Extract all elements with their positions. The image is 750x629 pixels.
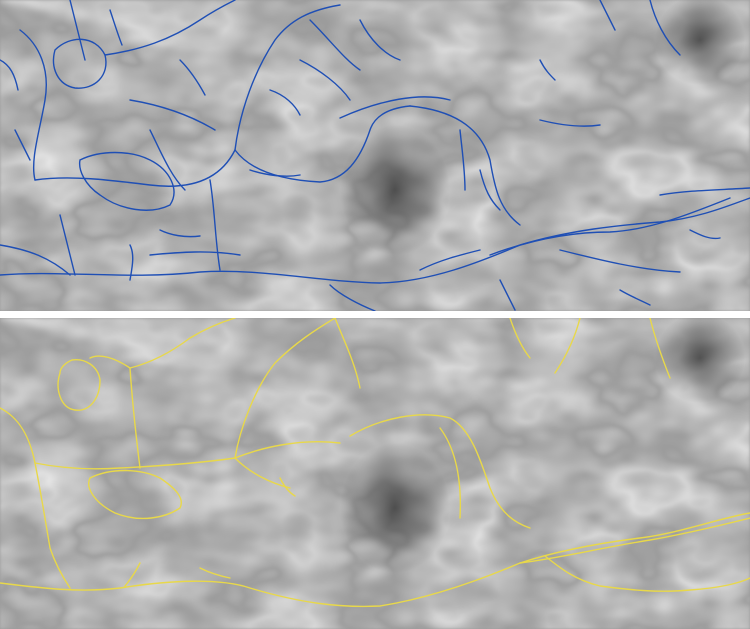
ridge-line — [559, 249, 681, 273]
ridge-line — [649, 0, 681, 56]
ridge-line — [659, 187, 750, 196]
ridge-line — [78, 151, 175, 211]
ridge-line — [129, 244, 134, 281]
bottom-panel-simplified-network — [0, 318, 750, 629]
ridge-line — [34, 462, 71, 589]
ridge-line — [334, 318, 361, 389]
ridge-line — [439, 427, 462, 519]
ridge-line — [88, 469, 182, 520]
ridge-line — [234, 4, 341, 151]
ridge-line — [69, 0, 86, 61]
ridge-line — [129, 318, 236, 369]
ridge-line — [409, 105, 521, 226]
ridge-line — [34, 457, 236, 470]
ridge-line — [14, 129, 31, 161]
dark-region — [340, 443, 450, 573]
ridge-line — [0, 59, 19, 91]
ridge-line — [339, 96, 451, 119]
ridge-line — [19, 29, 47, 181]
ridge-line — [57, 359, 101, 411]
blue-ridge-lines — [0, 0, 750, 311]
ridge-line — [599, 0, 616, 31]
ridge-line — [159, 229, 201, 238]
yellow-ridge-lines — [0, 318, 750, 608]
ridge-line — [109, 9, 123, 46]
dark-region — [655, 0, 745, 85]
ridge-line — [509, 318, 531, 359]
ridge-line — [129, 99, 216, 131]
ridge-line — [199, 567, 231, 579]
bottom-panel-svg — [0, 318, 750, 629]
ridge-line — [554, 318, 581, 374]
ridge-line — [209, 179, 221, 271]
ridge-line — [0, 407, 36, 464]
ridge-line — [479, 169, 501, 211]
ridge-line — [104, 0, 236, 56]
panel-divider — [0, 311, 750, 318]
ridge-line — [0, 512, 750, 608]
ridge-line — [129, 367, 141, 469]
ridge-line — [249, 169, 301, 177]
ridge-line — [34, 149, 236, 187]
ridge-line — [234, 105, 411, 183]
top-panel-dense-network — [0, 0, 750, 311]
ridge-line — [539, 119, 601, 127]
ridge-line — [179, 59, 206, 96]
ridge-line — [269, 89, 301, 116]
ridge-line — [59, 214, 76, 276]
ridge-line — [544, 555, 750, 592]
ridge-line — [519, 517, 750, 564]
ridge-line — [499, 279, 516, 311]
dark-region — [655, 318, 745, 403]
ridge-line — [649, 318, 671, 379]
ridge-line — [299, 59, 351, 101]
top-panel-svg — [0, 0, 750, 311]
ridge-line — [489, 197, 731, 256]
ridge-line — [619, 289, 651, 306]
ridge-line — [349, 414, 531, 529]
ridge-line — [329, 284, 376, 311]
ridge-line — [419, 249, 481, 271]
ridge-line — [149, 251, 241, 256]
ridge-line — [234, 318, 336, 459]
dark-region — [340, 125, 450, 255]
ridge-line — [689, 229, 721, 240]
ridge-line — [89, 355, 131, 369]
ridge-line — [0, 244, 71, 276]
ridge-line — [459, 129, 466, 191]
ridge-line — [309, 19, 361, 71]
ridge-line — [359, 19, 401, 61]
ridge-line — [539, 59, 556, 81]
ridge-line — [124, 562, 141, 587]
ridge-line — [234, 440, 341, 459]
ridge-line — [0, 197, 750, 284]
ridge-line — [149, 129, 186, 191]
ridge-line — [279, 477, 296, 497]
